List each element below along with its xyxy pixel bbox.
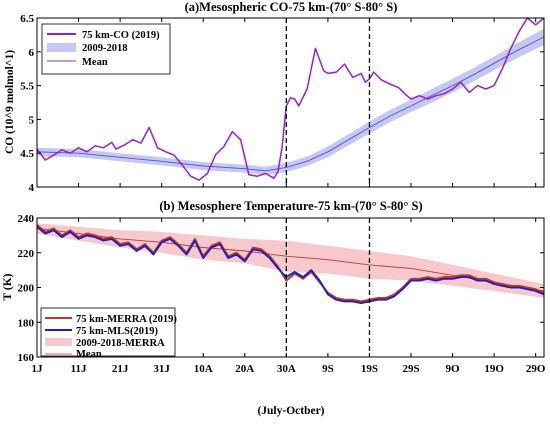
ytick-label-b-3: 220	[18, 248, 35, 260]
legend-merra-label: 75 km-MERRA (2019)	[76, 314, 177, 325]
panel-a-y-axis: 4 4.5 5 5.5 6 6.5	[20, 13, 544, 194]
legend-merra-band-swatch	[45, 338, 72, 346]
panel-b-lines-layer	[36, 224, 545, 305]
legend-band-swatch	[47, 43, 76, 52]
xtick-label-12: 29O	[526, 363, 546, 375]
ytick-label-a-4: 6	[29, 47, 35, 59]
panel-b-ylabel: T (K)	[2, 273, 14, 300]
series-line-b-1	[36, 225, 545, 305]
ytick-label-a-3: 5.5	[20, 81, 34, 93]
legend-mean-label: Mean	[82, 57, 108, 68]
panel-a-legend: 75 km-CO (2019) 2009-2018 Mean	[41, 23, 171, 75]
panel-a-vlines-layer	[285, 18, 371, 187]
panel-b-xlabel: (July-Octber)	[257, 405, 324, 417]
xtick-label-3: 31J	[153, 363, 170, 375]
panel-b-title: (b) Mesosphere Temperature-75 km-(70° S-…	[159, 199, 422, 213]
xtick-label-9: 29S	[402, 363, 419, 375]
xtick-label-0: 1J	[32, 363, 44, 375]
legend-mls-label: 75 km-MLS(2019)	[76, 326, 158, 337]
ytick-label-a-0: 4	[29, 182, 35, 194]
xtick-label-7: 9S	[322, 363, 334, 375]
band-b-2	[37, 223, 544, 298]
panel-b-temperature: (b) Mesosphere Temperature-75 km-(70° S-…	[2, 199, 546, 417]
panel-a-frame	[36, 17, 545, 188]
xtick-label-8: 19S	[361, 363, 378, 375]
panel-b-vlines-layer	[285, 218, 371, 357]
xtick-label-5: 20A	[235, 363, 254, 375]
panel-a-lines-layer	[36, 17, 545, 181]
panel-a-x-ticks	[36, 18, 537, 187]
xtick-label-6: 30A	[277, 363, 296, 375]
panel-b-legend-box	[40, 307, 176, 357]
xtick-label-11: 19O	[484, 363, 504, 375]
legend-merra-mean-label: Mean	[76, 349, 102, 360]
xtick-label-10: 9O	[446, 363, 461, 375]
panel-a-co: (a)Mesospheric CO-75 km-(70° S-80° S) 44…	[4, 0, 545, 194]
ytick-label-a-2: 5	[29, 114, 35, 126]
xtick-label-1: 11J	[71, 363, 87, 375]
xtick-label-4: 10A	[194, 363, 213, 375]
series-line-b-2	[36, 227, 545, 292]
series-line-b-0	[36, 224, 545, 303]
panel-b-band-layer	[37, 223, 544, 298]
panel-b-y-axis: 160 180 200 220 240	[18, 213, 544, 364]
panel-a-ylabel: CO (10^9 molmol^1)	[4, 50, 16, 154]
ytick-label-b-0: 160	[18, 352, 35, 364]
panel-b-x-axis: 1J 11J 21J 31J 10A 20A 30A 9S 19S 29S 9O 19O 29O	[32, 218, 546, 375]
ytick-label-b-1: 180	[18, 317, 35, 329]
ytick-label-a-1: 4.5	[20, 148, 34, 160]
legend-band-label: 2009-2018	[82, 43, 128, 54]
series-line-a-1	[36, 36, 545, 172]
series-line-a-0	[36, 17, 545, 181]
legend-co-2019-label: 75 km-CO (2019)	[82, 30, 160, 41]
xtick-label-2: 21J	[112, 363, 129, 375]
panel-a-title: (a)Mesospheric CO-75 km-(70° S-80° S)	[185, 0, 398, 14]
legend-merra-band-label: 2009-2018-MERRA	[76, 338, 165, 349]
ytick-label-b-2: 200	[18, 283, 35, 295]
ytick-label-b-4: 240	[18, 213, 35, 225]
panel-b-legend: 75 km-MERRA (2019) 75 km-MLS(2019) 2009-…	[40, 307, 177, 360]
ytick-label-a-5: 6.5	[20, 13, 34, 25]
